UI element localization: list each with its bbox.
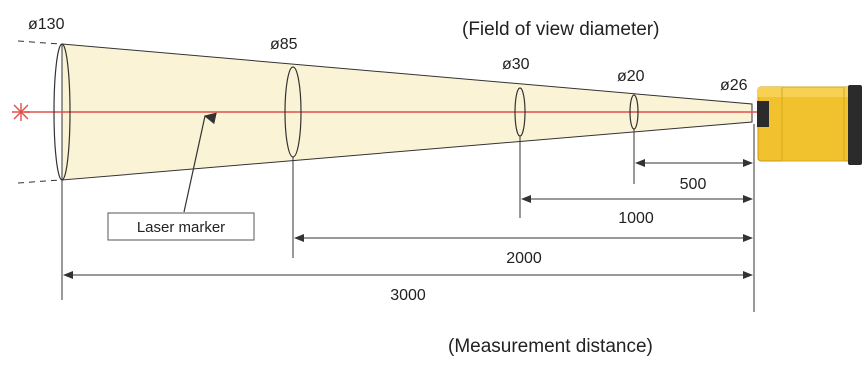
- measurement-distance-heading: (Measurement distance): [448, 336, 653, 357]
- field-of-view-heading: (Field of view diameter): [462, 19, 659, 40]
- cone-extension-top: [17, 40, 61, 45]
- distance-label-1000: 1000: [618, 210, 654, 227]
- laser-spot-icon: [12, 103, 30, 121]
- diameter-label-20: ø20: [617, 68, 645, 85]
- cone-extension-bottom: [17, 179, 61, 184]
- laser-marker-leader: [183, 112, 217, 213]
- diameter-label-130: ø130: [28, 16, 65, 33]
- diameter-label-85: ø85: [270, 36, 298, 53]
- distance-label-500: 500: [680, 176, 707, 193]
- distance-label-2000: 2000: [506, 250, 542, 267]
- laser-marker-callout-box: [107, 212, 255, 241]
- laser-marker-callout-text: Laser marker: [137, 219, 225, 236]
- distance-label-3000: 3000: [390, 287, 426, 304]
- diameter-label-30: ø30: [502, 56, 530, 73]
- sensor-device: [757, 85, 862, 165]
- diameter-label-26: ø26: [720, 77, 748, 94]
